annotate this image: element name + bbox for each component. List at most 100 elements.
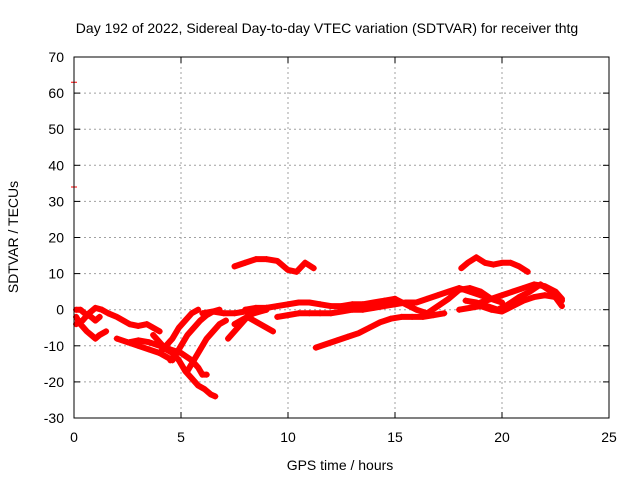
data-point: [413, 299, 420, 306]
data-point: [231, 321, 238, 328]
data-point: [402, 301, 409, 308]
data-point: [263, 324, 270, 331]
data-point: [505, 301, 512, 308]
x-axis: 0 5 10 15 20 25: [70, 57, 617, 445]
data-point: [220, 310, 227, 317]
data-point: [295, 310, 302, 317]
data-point: [413, 306, 420, 313]
series-arc-12: [231, 313, 277, 335]
data-point: [334, 337, 341, 344]
data-point: [441, 310, 448, 317]
data-point: [317, 301, 324, 308]
data-point: [210, 308, 217, 315]
data-point: [270, 328, 277, 335]
data-point: [222, 317, 229, 324]
x-tick-label: 20: [494, 429, 510, 445]
x-tick-label: 15: [387, 429, 403, 445]
data-point: [458, 265, 465, 272]
data-point: [466, 304, 473, 311]
data-point: [295, 299, 302, 306]
data-point: [212, 393, 219, 400]
data-series: [71, 80, 565, 400]
series-arc-21: [458, 254, 531, 275]
data-point: [327, 310, 334, 317]
data-point: [257, 321, 264, 328]
y-tick-label: 70: [48, 49, 64, 65]
data-point: [207, 391, 214, 398]
data-point: [520, 297, 527, 304]
data-point: [175, 357, 182, 364]
data-point: [312, 344, 319, 351]
data-point: [79, 317, 86, 324]
data-point: [143, 321, 150, 328]
data-point: [484, 303, 491, 310]
data-point: [77, 306, 84, 313]
x-tick-label: 0: [70, 429, 78, 445]
data-point: [113, 335, 120, 342]
data-point: [317, 310, 324, 317]
data-point: [466, 285, 473, 292]
data-point: [145, 346, 152, 353]
data-point: [199, 310, 206, 317]
data-point: [96, 313, 103, 320]
data-point: [169, 335, 176, 342]
data-point: [81, 310, 88, 317]
data-point: [197, 346, 204, 353]
data-point: [88, 331, 95, 338]
data-point: [445, 295, 452, 302]
data-point: [462, 297, 469, 304]
data-point: [370, 299, 377, 306]
data-point: [507, 259, 514, 266]
y-tick-label: 40: [48, 157, 64, 173]
grid-lines: [74, 57, 609, 418]
data-point: [92, 317, 99, 324]
data-point: [163, 353, 170, 360]
data-point: [252, 256, 259, 263]
data-point: [516, 263, 523, 270]
data-point: [531, 281, 538, 288]
x-tick-label: 10: [280, 429, 296, 445]
data-point: [156, 339, 163, 346]
data-point: [434, 303, 441, 310]
data-point: [552, 288, 559, 295]
y-tick-label: 30: [48, 193, 64, 209]
y-tick-label: -30: [44, 410, 64, 426]
series-arc-20: [477, 281, 565, 306]
data-point: [216, 321, 223, 328]
data-point: [520, 285, 527, 292]
data-point: [156, 328, 163, 335]
data-point: [173, 350, 180, 357]
series-arc-9: [184, 317, 229, 375]
data-point: [113, 313, 120, 320]
data-point: [359, 306, 366, 313]
data-point: [92, 335, 99, 342]
data-point: [392, 295, 398, 302]
data-point: [190, 357, 197, 364]
data-point: [124, 339, 131, 346]
data-point: [175, 324, 182, 331]
data-point: [285, 312, 291, 319]
data-point: [83, 328, 90, 335]
y-tick-label: 0: [56, 302, 64, 318]
data-point: [195, 306, 202, 313]
data-point: [306, 310, 313, 317]
data-point: [231, 310, 238, 317]
data-point: [293, 268, 300, 275]
data-point: [263, 256, 270, 263]
series-band: [312, 310, 448, 351]
data-point: [274, 257, 281, 264]
data-point: [150, 324, 157, 331]
y-axis-label: SDTVAR / TECUs: [5, 181, 21, 293]
data-point: [203, 371, 210, 378]
data-point: [499, 292, 505, 299]
data-point: [456, 306, 463, 313]
data-point: [263, 304, 270, 311]
data-point: [150, 331, 157, 338]
data-point: [242, 259, 249, 266]
data-point: [250, 317, 257, 324]
data-point: [355, 330, 362, 337]
data-point: [377, 319, 384, 326]
series-band: [231, 256, 317, 275]
series-arc-15: [312, 310, 448, 351]
